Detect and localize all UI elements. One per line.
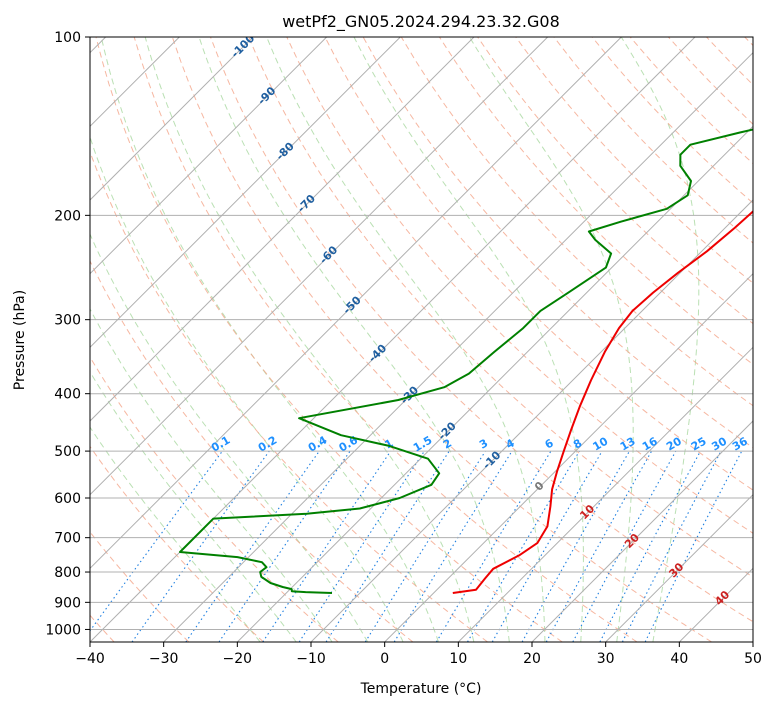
moist-adiabat <box>100 37 439 642</box>
y-tick-label: 1000 <box>45 622 81 638</box>
mixing-ratio-line <box>325 450 450 642</box>
dry-adiabat <box>171 37 712 642</box>
profiles <box>179 128 753 594</box>
x-tick-label: 10 <box>449 651 467 667</box>
profile-line <box>179 128 753 594</box>
y-tick-label: 300 <box>54 313 81 329</box>
dry-adiabat <box>324 37 753 491</box>
mixing-ratio-line <box>218 450 351 642</box>
moist-adiabat <box>90 308 333 642</box>
moist-adiabat <box>198 37 510 642</box>
mixing-ratio-line <box>185 450 320 642</box>
pressure-gridlines <box>90 37 753 630</box>
isotherm-line <box>163 51 753 642</box>
x-tick-label: 50 <box>744 651 762 667</box>
isotherm-line <box>90 37 401 349</box>
mixing-ratio-lines <box>90 450 743 642</box>
mixing-ratio-line <box>572 450 677 642</box>
y-tick-label: 900 <box>54 595 81 611</box>
plot-frame <box>89 36 754 643</box>
isotherm-line <box>531 420 753 642</box>
x-axis-title: Temperature (°C) <box>360 681 482 697</box>
x-tick-label: 40 <box>670 651 688 667</box>
isotherm-line <box>90 37 549 496</box>
isotherm-line <box>605 493 753 642</box>
dry-adiabat <box>248 37 753 578</box>
x-tick-label: −40 <box>75 651 105 667</box>
moist-adiabat <box>90 426 261 642</box>
x-tick-label: −30 <box>149 651 179 667</box>
moist-adiabat <box>620 37 700 642</box>
profile-line <box>452 210 753 594</box>
moist-adiabat <box>353 37 584 642</box>
y-tick-label: 700 <box>54 531 81 547</box>
isotherm-line <box>457 346 753 642</box>
x-tick-label: −20 <box>223 651 253 667</box>
moist-adiabat <box>90 232 369 642</box>
dry-adiabat <box>90 445 264 642</box>
moist-adiabat <box>90 370 297 642</box>
x-axis: −40 −30 −20 −10 0 10 20 30 40 50 <box>75 642 762 667</box>
plot-area: 0.1 0.2 0.4 0.6 1 1.5 2 3 4 6 8 10 13 16 20 25 30 36 -100… <box>90 37 753 642</box>
moist-adiabat <box>90 135 404 642</box>
dry-adiabat <box>515 37 753 284</box>
isotherm-line <box>90 37 475 422</box>
isotherm-line <box>90 37 254 201</box>
chart-title: wetPf2_GN05.2024.294.23.32.G08 <box>282 12 560 32</box>
y-tick-label: 100 <box>54 30 81 46</box>
isotherm-line <box>310 199 753 642</box>
x-tick-label: 0 <box>380 651 389 667</box>
mixing-ratio-line <box>599 450 701 642</box>
y-tick-label: 800 <box>54 565 81 581</box>
mixing-ratio-line <box>467 450 580 642</box>
dry-adiabat <box>210 37 753 623</box>
x-tick-label: 20 <box>523 651 541 667</box>
dry-adiabat <box>90 259 414 642</box>
moist-adiabat <box>144 37 475 642</box>
isotherm-line <box>90 37 622 570</box>
skewed-isotherms <box>90 37 753 642</box>
mixing-ratio-line <box>298 450 425 642</box>
mixing-ratio-line <box>435 450 552 642</box>
y-axis-title: Pressure (hPa) <box>12 290 28 390</box>
dry-adiabat <box>133 37 638 642</box>
y-tick-label: 600 <box>54 491 81 507</box>
moist-adiabat <box>266 37 546 642</box>
mixing-ratio-line <box>364 450 486 642</box>
x-tick-label: 30 <box>597 651 615 667</box>
isotherm-line <box>236 125 753 642</box>
dry-adiabat <box>286 37 753 534</box>
y-axis: 1000 900 800 700 600 500 400 300 200 100 <box>45 30 90 638</box>
dry-adiabat <box>95 37 563 642</box>
isotherm-line <box>384 272 753 642</box>
y-tick-label: 400 <box>54 387 81 403</box>
x-tick-label: −10 <box>296 651 326 667</box>
mixing-ratio-line <box>262 450 392 642</box>
y-tick-label: 200 <box>54 208 81 224</box>
y-tick-label: 500 <box>54 444 81 460</box>
moist-adiabats <box>90 37 700 642</box>
isotherm-line <box>90 37 328 275</box>
